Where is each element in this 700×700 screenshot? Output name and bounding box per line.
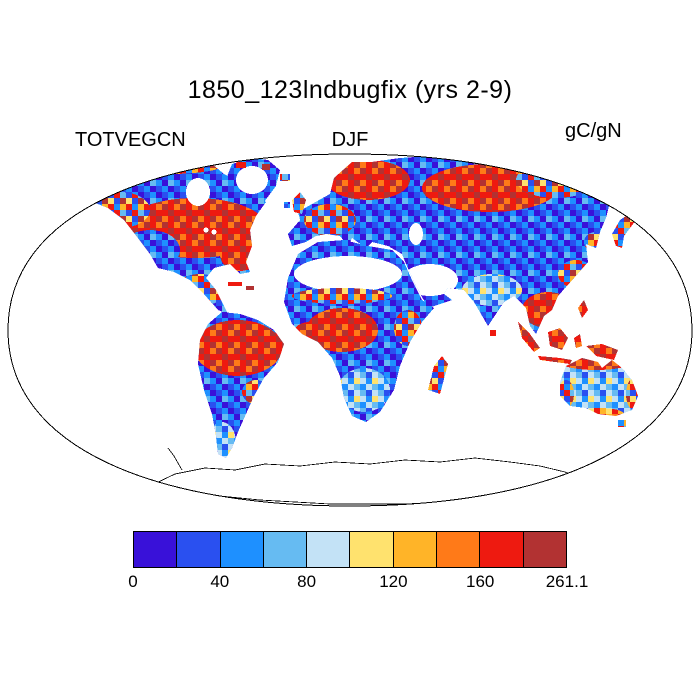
colorbar-box bbox=[176, 532, 220, 567]
caspian-sea bbox=[409, 223, 423, 245]
island-new-guinea bbox=[586, 344, 618, 360]
colorbar-boxes bbox=[133, 531, 567, 568]
island-ireland bbox=[284, 202, 290, 208]
island-madagascar bbox=[428, 356, 448, 394]
units-label: gC/gN bbox=[565, 120, 622, 142]
sahara-no-data bbox=[294, 256, 402, 292]
island-iceland bbox=[280, 174, 290, 181]
colorbar-box bbox=[522, 532, 566, 567]
colorbar-box bbox=[349, 532, 393, 567]
island-new-zealand-north bbox=[664, 416, 674, 430]
continent-africa bbox=[284, 240, 434, 422]
island-great-britain bbox=[292, 192, 306, 214]
colorbar-box bbox=[306, 532, 350, 567]
island-cuba bbox=[228, 282, 242, 286]
colorbar-box bbox=[479, 532, 523, 567]
colorbar-tick-label: 80 bbox=[297, 572, 317, 591]
colorbar-box bbox=[262, 532, 307, 567]
colorbar-box bbox=[219, 532, 263, 567]
season-label: DJF bbox=[331, 129, 369, 151]
plot-title: 1850_123lndbugfix (yrs 2-9) bbox=[187, 76, 513, 104]
colorbar-box bbox=[436, 532, 480, 567]
great-lakes bbox=[203, 227, 209, 233]
colorbar-tick-label: 40 bbox=[210, 572, 230, 591]
colorbar-box bbox=[392, 532, 437, 567]
great-lakes bbox=[211, 229, 217, 235]
variable-label: TOTVEGCN bbox=[75, 129, 186, 151]
continent-antarctica bbox=[148, 457, 586, 505]
world-map bbox=[7, 153, 693, 507]
island-borneo bbox=[548, 328, 568, 350]
hudson-bay bbox=[186, 178, 210, 206]
colorbar-tick-label: 261.1 bbox=[545, 572, 589, 591]
antarctic-peninsula bbox=[167, 447, 183, 471]
colorbar-tick-label: 120 bbox=[379, 572, 408, 591]
colorbar-ticks: 0 40 80 120 160 261.1 bbox=[128, 572, 588, 594]
colorbar: 0 40 80 120 160 261.1 bbox=[128, 531, 588, 594]
continent-greenland bbox=[224, 158, 280, 208]
island-new-zealand-south bbox=[656, 430, 668, 446]
island-sri-lanka bbox=[490, 330, 496, 336]
colorbar-tick-label: 160 bbox=[466, 572, 495, 591]
island-java bbox=[538, 356, 572, 364]
island-sumatra bbox=[518, 322, 540, 352]
island-sulawesi bbox=[574, 334, 582, 348]
colorbar-tick-label: 0 bbox=[128, 572, 138, 591]
island-hispaniola bbox=[246, 286, 254, 290]
colorbar-box bbox=[134, 532, 177, 567]
island-tasmania bbox=[618, 420, 626, 427]
island-philippines bbox=[578, 300, 588, 318]
island-japan bbox=[612, 212, 636, 248]
